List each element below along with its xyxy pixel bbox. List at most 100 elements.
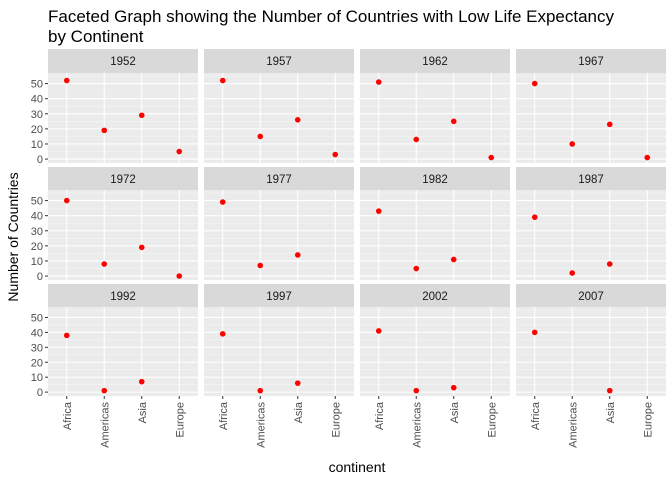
- x-tick-label: Americas: [99, 402, 111, 448]
- data-point-1952-europe: [176, 148, 183, 155]
- facet-panel-1987: 1987: [516, 167, 666, 280]
- data-point-1967-americas: [569, 141, 576, 147]
- facet-panel-background: [48, 307, 198, 396]
- data-point-1982-africa: [375, 208, 382, 214]
- chart-title-line-2: by Continent: [48, 27, 144, 46]
- data-point-1987-asia: [606, 261, 613, 267]
- y-tick-label: 0: [37, 387, 43, 399]
- facet-panel-background: [204, 73, 354, 163]
- x-tick-label: Asia: [605, 401, 617, 423]
- x-tick-label: Americas: [411, 402, 423, 448]
- x-tick-label: Africa: [530, 401, 542, 430]
- facet-panel-1967: 1967: [516, 49, 666, 163]
- data-point-1962-americas: [413, 136, 420, 143]
- facet-strip: [516, 167, 666, 191]
- data-point-1997-asia: [294, 380, 301, 386]
- facet-panel-2002: 2002 Africa Americas Asia Europe: [360, 284, 510, 448]
- facet-strip: [48, 284, 198, 308]
- y-tick-label: 30: [31, 342, 43, 354]
- facet-panel-background: [48, 190, 198, 280]
- x-tick-label: Africa: [62, 401, 74, 430]
- facet-strip: [360, 167, 510, 191]
- data-point-2007-africa: [531, 329, 538, 336]
- data-point-2007-asia: [606, 387, 613, 394]
- x-tick-label: Europe: [330, 402, 342, 437]
- data-point-1952-asia: [138, 112, 145, 119]
- data-point-1967-europe: [644, 154, 651, 161]
- data-point-1962-asia: [450, 118, 457, 125]
- data-point-1952-americas: [101, 127, 108, 134]
- y-tick-label: 50: [31, 196, 43, 208]
- facet-strip-label: 1952: [110, 56, 136, 68]
- facet-strip-label: 1962: [422, 56, 448, 68]
- data-point-1972-europe: [176, 273, 183, 279]
- data-point-2002-asia: [450, 384, 457, 391]
- facet-strip-label: 1997: [266, 291, 292, 303]
- y-tick-label: 10: [31, 139, 43, 151]
- x-axis-title: continent: [329, 459, 386, 475]
- facet-panel-1972: 1972 0 10 20 30 40 50: [31, 167, 198, 283]
- y-tick-label: 0: [37, 271, 43, 283]
- data-point-1972-americas: [101, 261, 108, 267]
- facet-strip-label: 1957: [266, 56, 292, 68]
- y-tick-label: 40: [31, 211, 43, 223]
- facet-panel-1997: 1997 Africa Americas Asia Europe: [204, 284, 354, 448]
- facet-panel-background: [204, 190, 354, 280]
- facet-strip-label: 1982: [422, 174, 448, 186]
- data-point-2002-africa: [375, 328, 382, 334]
- data-point-1982-americas: [413, 265, 420, 272]
- data-point-1997-africa: [219, 331, 226, 337]
- facet-panel-1957: 1957: [204, 49, 354, 163]
- facet-panel-1982: 1982: [360, 167, 510, 280]
- facet-strip-label: 1992: [110, 291, 136, 303]
- y-tick-label: 10: [31, 372, 43, 384]
- data-point-1997-americas: [257, 387, 264, 394]
- x-tick-label: Africa: [218, 401, 230, 430]
- x-tick-label: Europe: [486, 402, 498, 437]
- facet-strip: [204, 49, 354, 73]
- facet-strip-label: 2007: [578, 291, 604, 303]
- data-point-1982-asia: [450, 256, 457, 263]
- y-tick-label: 20: [31, 124, 43, 136]
- y-tick-label: 30: [31, 109, 43, 121]
- data-point-1962-europe: [488, 154, 495, 161]
- data-point-1987-americas: [569, 270, 576, 276]
- facet-strip: [48, 167, 198, 191]
- data-point-1967-africa: [531, 80, 538, 87]
- facet-panel-background: [516, 190, 666, 280]
- facet-panel-1962: 1962: [360, 49, 510, 163]
- facet-strip-label: 2002: [422, 291, 448, 303]
- x-tick-label: Americas: [255, 402, 267, 448]
- data-point-1962-africa: [375, 79, 382, 85]
- x-tick-label: Asia: [449, 401, 461, 423]
- x-tick-label: Asia: [137, 401, 149, 423]
- y-tick-label: 0: [37, 154, 43, 166]
- data-point-2002-americas: [413, 387, 420, 394]
- data-point-1957-europe: [332, 151, 339, 158]
- x-tick-label: Africa: [374, 401, 386, 430]
- y-tick-label: 50: [31, 312, 43, 324]
- facet-strip: [48, 49, 198, 73]
- facet-panel-background: [360, 73, 510, 163]
- y-tick-label: 20: [31, 241, 43, 253]
- y-tick-label: 30: [31, 226, 43, 238]
- facet-strip: [360, 284, 510, 308]
- facet-panel-1992: 1992 0 10 20 30 40 50 Africa Americas Asia Europe: [31, 284, 198, 448]
- y-tick-label: 40: [31, 94, 43, 106]
- data-point-1977-americas: [257, 262, 264, 269]
- facet-panel-background: [48, 73, 198, 163]
- data-point-1972-africa: [63, 197, 70, 204]
- facet-strip-label: 1972: [110, 174, 136, 186]
- data-point-1957-asia: [294, 117, 301, 123]
- facet-panel-background: [360, 190, 510, 280]
- x-tick-label: Europe: [174, 402, 186, 437]
- facet-grid: 1952 0 10 20 30 40 50 1957 1962 1967 1972 0 10 20 30 40…: [31, 49, 666, 448]
- data-point-1957-africa: [219, 77, 226, 84]
- facet-panel-1952: 1952 0 10 20 30 40 50: [31, 49, 198, 166]
- data-point-1992-americas: [101, 387, 108, 394]
- data-point-1987-africa: [531, 214, 538, 220]
- facet-strip: [204, 284, 354, 308]
- facet-strip-label: 1977: [266, 174, 292, 186]
- y-tick-label: 20: [31, 357, 43, 369]
